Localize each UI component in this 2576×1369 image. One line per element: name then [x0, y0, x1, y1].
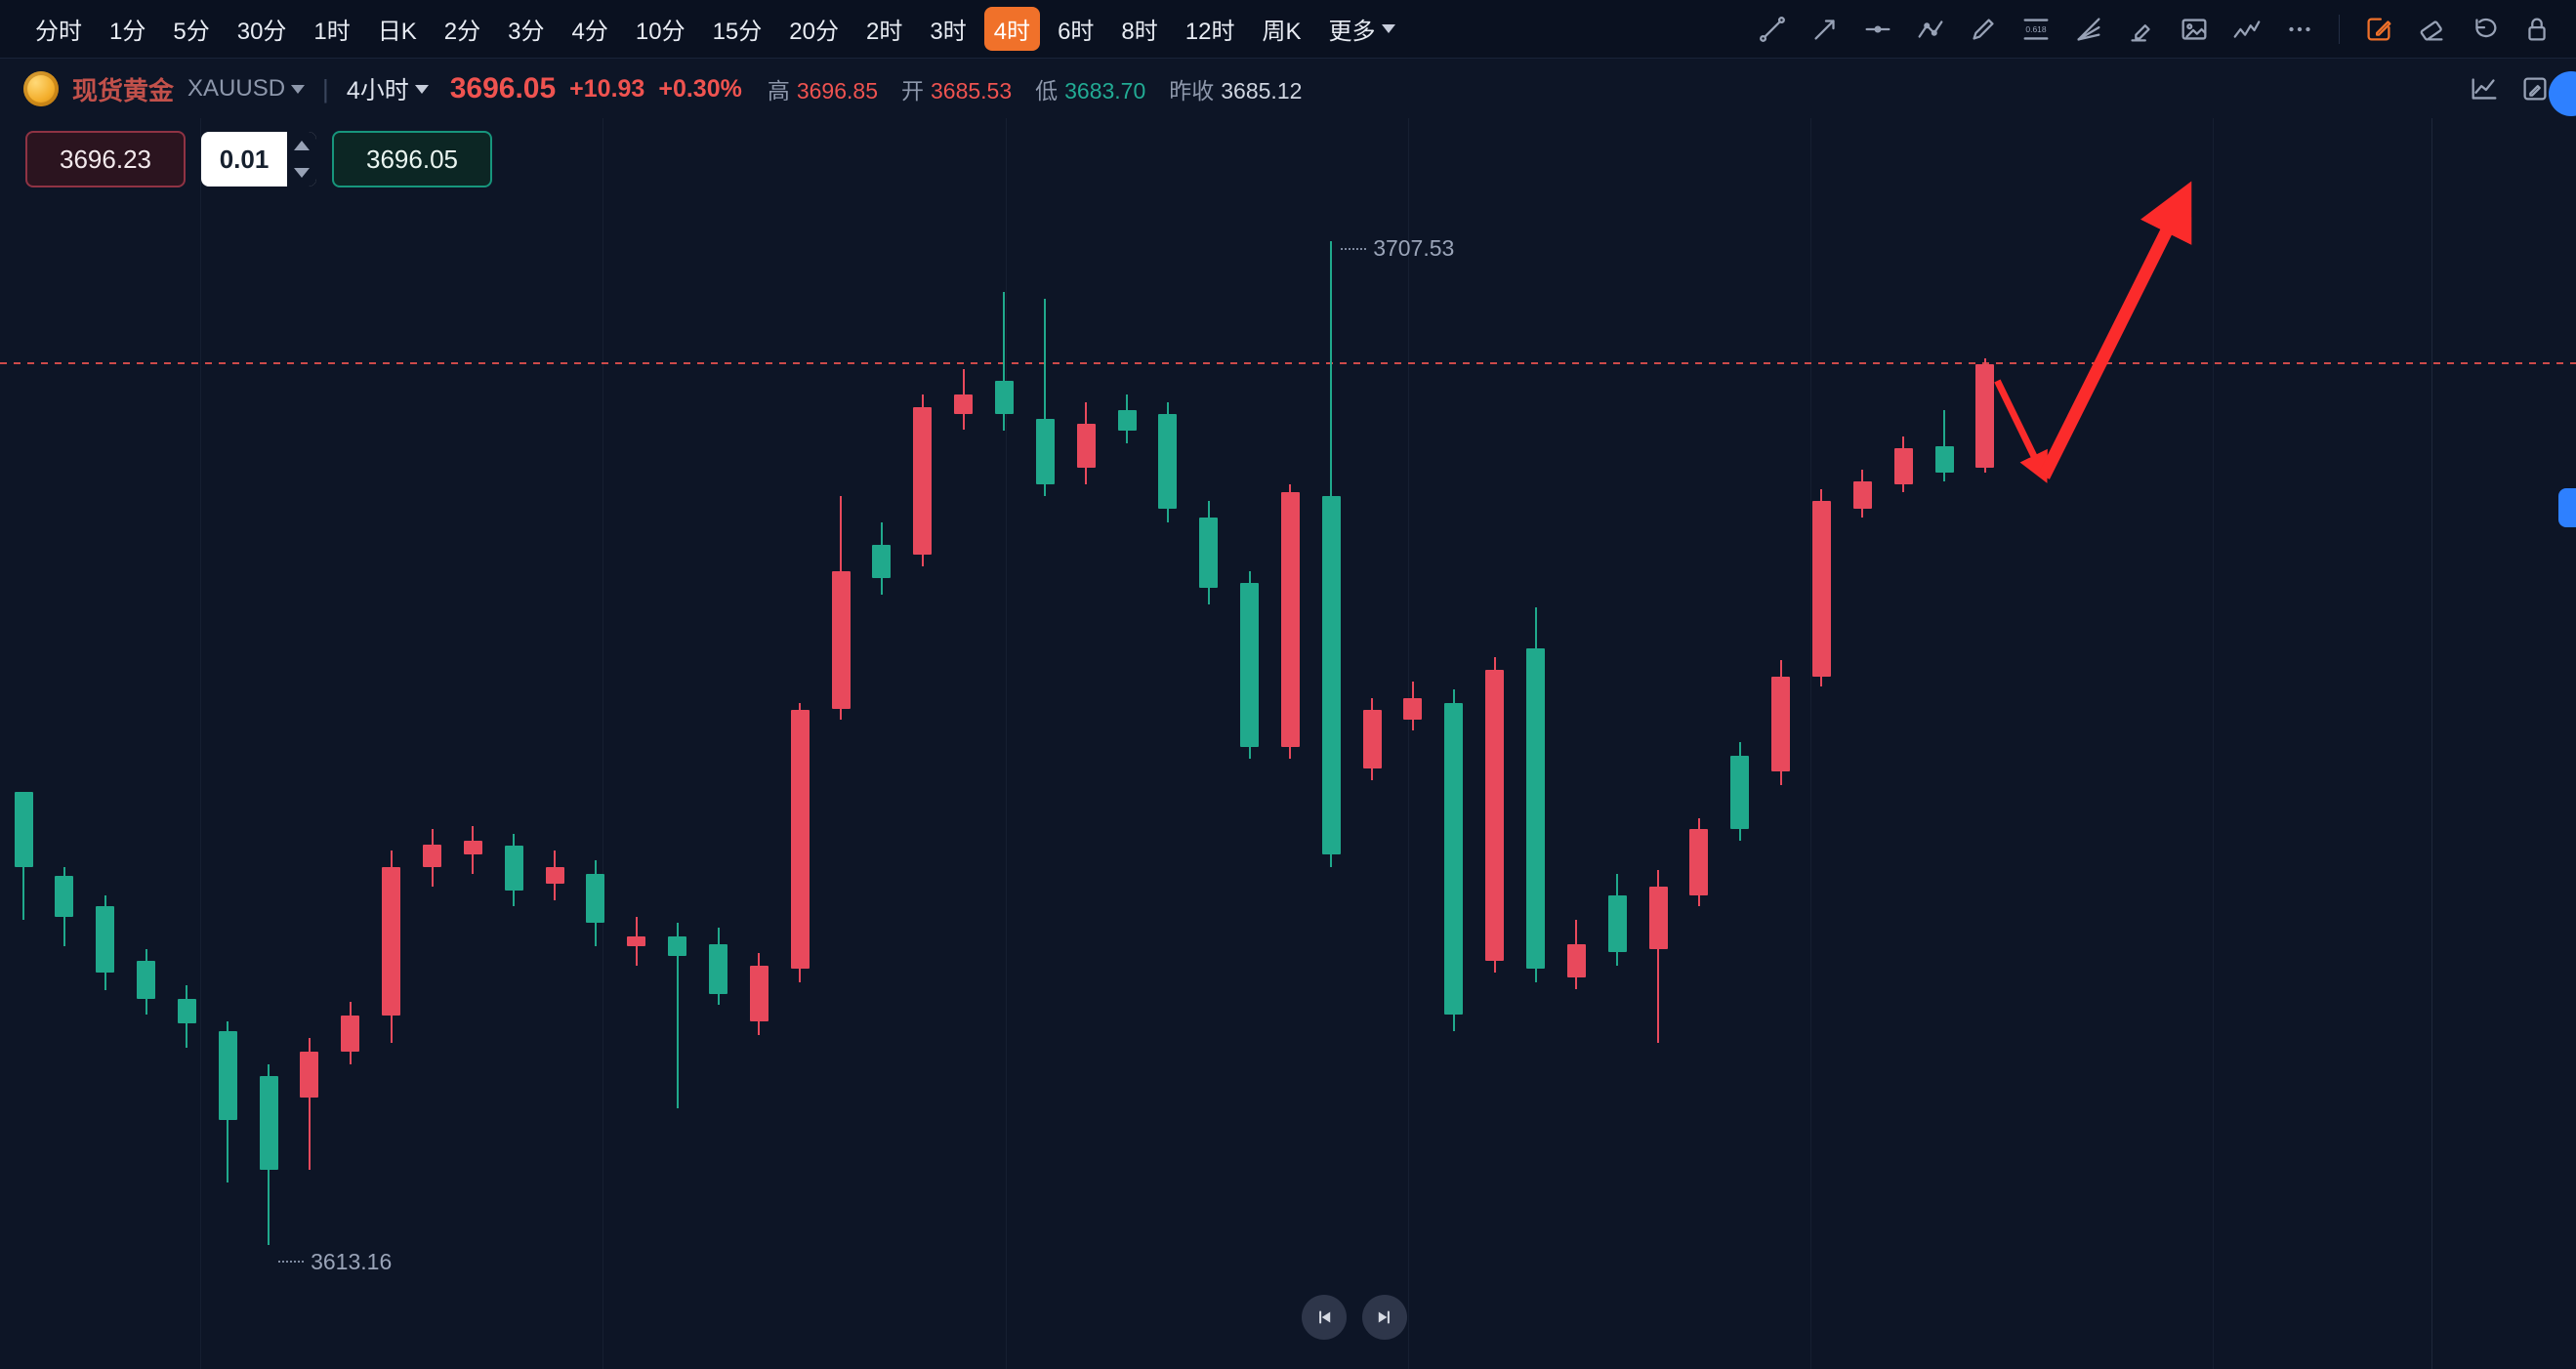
go-to-end-button[interactable]: [1362, 1295, 1407, 1340]
go-to-start-button[interactable]: [1302, 1295, 1347, 1340]
last-price: 3696.05: [449, 72, 557, 104]
timeframe-更多[interactable]: 更多: [1319, 7, 1405, 51]
gold-coin-icon: [23, 71, 59, 106]
timeframe-2分[interactable]: 2分: [435, 7, 490, 51]
timeframe-分时[interactable]: 分时: [25, 7, 92, 51]
lock-icon[interactable]: [2519, 12, 2555, 47]
toolbar-divider: [2339, 14, 2340, 44]
symbol-code: XAUUSD: [187, 75, 286, 102]
timeframe-15分[interactable]: 15分: [703, 7, 772, 51]
high-price-value: 3707.53: [1373, 235, 1455, 261]
top-toolbar: 分时 1分 5分 30分 1时 日K 2分 3分 4分 10分 15分 20分 2时 3时 4时 6时 8时 12…: [0, 0, 2576, 59]
current-price-line: [0, 362, 2576, 364]
brush-icon[interactable]: [1966, 12, 2001, 47]
chevron-down-icon: [1381, 24, 1395, 33]
timeframe-日K[interactable]: 日K: [368, 7, 427, 51]
trend-line-icon[interactable]: [1755, 12, 1790, 47]
symbol-bar-actions: [2467, 71, 2553, 106]
stat-high: 高 3696.85: [767, 78, 878, 104]
separator: |: [322, 73, 329, 104]
timeframe-周K[interactable]: 周K: [1252, 7, 1310, 51]
gann-fan-icon[interactable]: [2071, 12, 2106, 47]
fibonacci-icon[interactable]: 0.618: [2018, 12, 2054, 47]
skip-back-icon: [1319, 1310, 1331, 1324]
sell-button[interactable]: 3696.23: [25, 131, 186, 187]
buy-button[interactable]: 3696.05: [332, 131, 492, 187]
svg-text:0.618: 0.618: [2025, 23, 2047, 33]
timeframe-4时[interactable]: 4时: [983, 7, 1041, 51]
wave-pattern-icon[interactable]: [2229, 12, 2264, 47]
action-tool-group: [2361, 12, 2555, 47]
edit-icon[interactable]: [2517, 71, 2553, 106]
timeframe-list: 分时 1分 5分 30分 1时 日K 2分 3分 4分 10分 15分 20分 2时 3时 4时 6时 8时 12…: [25, 7, 1405, 51]
drawing-toolbar: 0.618: [1755, 12, 2564, 47]
interval-selector[interactable]: 4小时: [347, 71, 429, 106]
timeframe-12时[interactable]: 12时: [1176, 7, 1245, 51]
chevron-down-icon: [291, 84, 306, 94]
chart-nav-buttons: [1302, 1295, 1407, 1340]
dotted-leader: [1341, 247, 1367, 250]
symbol-code-selector[interactable]: XAUUSD: [187, 75, 306, 103]
plot-right-boundary: [2431, 118, 2432, 1369]
high-price-label: 3707.53: [1341, 235, 1454, 262]
indicator-icon[interactable]: [2467, 71, 2502, 106]
price-change-percent: +0.30%: [658, 74, 742, 103]
low-price-value: 3613.16: [311, 1248, 393, 1274]
quantity-stepper: 0.01: [201, 132, 316, 187]
eraser-icon[interactable]: [2414, 12, 2449, 47]
timeframe-5分[interactable]: 5分: [163, 7, 219, 51]
timeframe-3时[interactable]: 3时: [920, 7, 976, 51]
timeframe-1分[interactable]: 1分: [100, 7, 155, 51]
triangle-down-icon: [294, 168, 310, 178]
more-tools-icon[interactable]: [2282, 12, 2317, 47]
timeframe-20分[interactable]: 20分: [779, 7, 849, 51]
timeframe-30分[interactable]: 30分: [228, 7, 297, 51]
stat-open: 开 3685.53: [900, 78, 1013, 104]
timeframe-2时[interactable]: 2时: [856, 7, 912, 51]
triangle-up-icon: [294, 141, 310, 150]
ohlc-stats: 高 3696.85 开 3685.53 低 3683.70 昨收 3685.12: [768, 72, 1303, 105]
timeframe-3分[interactable]: 3分: [498, 7, 554, 51]
symbol-bar: 现货黄金 XAUUSD | 4小时 3696.05 +10.93 +0.30% …: [0, 60, 2576, 118]
order-panel: 3696.23 0.01 3696.05: [25, 131, 492, 187]
compose-icon[interactable]: [2361, 12, 2396, 47]
dotted-leader: [278, 1261, 305, 1264]
quantity-up-button[interactable]: [287, 132, 316, 159]
draw-tool-group: 0.618: [1755, 12, 2317, 47]
quantity-value[interactable]: 0.01: [219, 144, 270, 174]
timeframe-8时[interactable]: 8时: [1111, 7, 1167, 51]
marker-icon[interactable]: [2124, 12, 2159, 47]
timeframe-1时[interactable]: 1时: [304, 7, 359, 51]
quantity-down-button[interactable]: [287, 159, 316, 187]
timeframe-6时[interactable]: 6时: [1048, 7, 1103, 51]
image-icon[interactable]: [2177, 12, 2212, 47]
corner-blue-button[interactable]: [2549, 71, 2576, 116]
timeframe-4分[interactable]: 4分: [562, 7, 618, 51]
symbol-name: 现货黄金: [72, 75, 175, 105]
chevron-down-icon: [414, 84, 429, 94]
side-panel-handle[interactable]: [2558, 488, 2576, 527]
stat-prev-close: 昨收 3685.12: [1169, 78, 1303, 104]
polyline-icon[interactable]: [1913, 12, 1948, 47]
low-price-label: 3613.16: [278, 1249, 392, 1275]
quantity-arrows: [287, 132, 316, 187]
timeframe-10分[interactable]: 10分: [626, 7, 695, 51]
undo-icon[interactable]: [2467, 12, 2502, 47]
price-change: +10.93: [569, 74, 645, 103]
interval-label: 4小时: [346, 77, 409, 104]
stat-low: 低 3683.70: [1035, 78, 1146, 104]
horizontal-line-icon[interactable]: [1860, 12, 1895, 47]
skip-forward-icon: [1378, 1310, 1390, 1324]
arrow-ray-icon[interactable]: [1807, 12, 1843, 47]
